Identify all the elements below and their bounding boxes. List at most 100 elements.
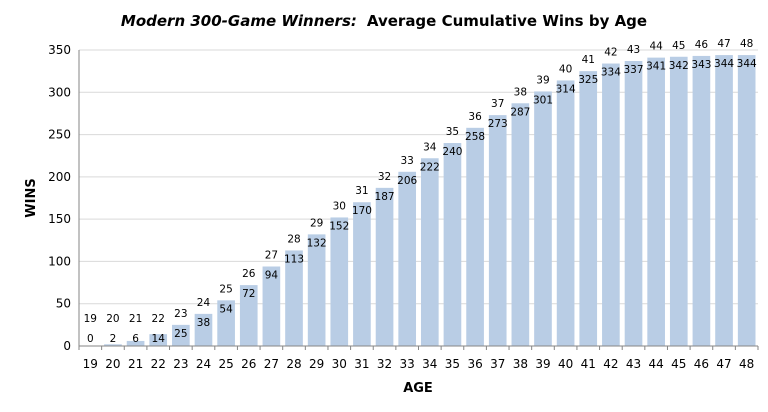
bar <box>737 55 756 347</box>
x-tick-label: 42 <box>603 357 618 371</box>
x-tick-label: 23 <box>173 357 188 371</box>
bar-category-label: 45 <box>672 40 685 52</box>
bar <box>602 63 620 346</box>
bar <box>172 324 190 346</box>
y-tick-label: 300 <box>48 85 71 99</box>
bar <box>466 127 484 346</box>
bar-category-label: 33 <box>400 155 413 167</box>
chart-title: Modern 300-Game Winners: Average Cumulati… <box>121 12 647 30</box>
bar-value-label: 132 <box>307 237 327 249</box>
bar-value-label: 6 <box>132 333 139 345</box>
bar-value-label: 301 <box>533 94 553 106</box>
bar-category-label: 44 <box>649 41 663 53</box>
bar-value-label: 314 <box>556 83 576 95</box>
bar-value-label: 25 <box>174 328 187 340</box>
x-tick-label: 40 <box>558 357 573 371</box>
bar <box>149 334 168 346</box>
bar <box>692 55 711 347</box>
bar-value-label: 240 <box>442 146 462 158</box>
bar <box>104 344 122 346</box>
bar <box>307 234 326 346</box>
bar-category-label: 28 <box>287 233 300 245</box>
bar <box>488 115 507 347</box>
bar-category-label: 48 <box>740 38 753 50</box>
bar <box>330 217 349 346</box>
x-tick-label: 25 <box>218 357 233 371</box>
bar-category-label: 35 <box>446 126 459 138</box>
bar-category-label: 22 <box>152 313 165 325</box>
bar-category-label: 43 <box>627 44 640 56</box>
y-tick-label: 50 <box>56 297 71 311</box>
x-tick-label: 24 <box>196 357 211 371</box>
bar-category-label: 38 <box>514 86 527 98</box>
bar <box>375 187 394 346</box>
bar-category-label: 24 <box>197 297 211 309</box>
x-tick-label: 37 <box>490 357 505 371</box>
y-tick-label: 0 <box>63 339 71 353</box>
x-tick-label: 32 <box>377 357 392 371</box>
bar-category-label: 46 <box>695 39 709 51</box>
bar-category-label: 39 <box>536 74 549 86</box>
chart-title-italic: Modern 300-Game Winners: <box>121 12 357 30</box>
bar <box>715 55 733 347</box>
x-tick-label: 19 <box>83 357 98 371</box>
y-axis-title: WINS <box>24 178 39 217</box>
bar-value-label: 325 <box>578 74 598 86</box>
bar-category-label: 34 <box>423 141 437 153</box>
x-tick-label: 27 <box>264 357 279 371</box>
bar <box>239 285 258 346</box>
bar <box>285 250 303 346</box>
x-tick-label: 34 <box>422 357 437 371</box>
bar-category-label: 37 <box>491 98 504 110</box>
bar-value-label: 344 <box>737 58 757 70</box>
x-tick-label: 44 <box>649 357 664 371</box>
bar <box>217 300 235 346</box>
bar <box>669 56 688 346</box>
bar <box>624 60 643 346</box>
bar-value-label: 344 <box>714 58 734 70</box>
x-tick-label: 43 <box>626 357 641 371</box>
x-tick-label: 20 <box>105 357 120 371</box>
bar-category-label: 23 <box>174 308 187 320</box>
x-tick-label: 39 <box>535 357 550 371</box>
gridlines <box>79 49 758 305</box>
x-tick-label: 31 <box>354 357 369 371</box>
bar-value-label: 222 <box>420 161 440 173</box>
bar-value-label: 113 <box>284 253 304 265</box>
bar <box>398 171 417 346</box>
x-tick-label: 36 <box>467 357 482 371</box>
bar <box>511 103 530 346</box>
y-tick-label: 350 <box>48 43 71 57</box>
y-tick-label: 150 <box>48 212 71 226</box>
bar-category-label: 40 <box>559 63 572 75</box>
x-tick-label: 48 <box>739 357 754 371</box>
bar <box>556 80 575 347</box>
bar-category-label: 19 <box>84 313 97 325</box>
x-tick-label: 21 <box>128 357 143 371</box>
bar <box>443 143 462 346</box>
y-tick-label: 100 <box>48 254 71 268</box>
x-axis-title: AGE <box>403 381 433 396</box>
x-axis-ticks: 19 20 21 22 23 24 25 26 27 28 29 30 31 32 33 34 35 36 37 38… <box>78 346 759 371</box>
x-tick-label: 26 <box>241 357 256 371</box>
x-tick-label: 46 <box>694 357 709 371</box>
chart-title-rest: Average Cumulative Wins by Age <box>367 12 647 30</box>
bar-value-label: 14 <box>152 333 166 345</box>
x-tick-label: 41 <box>581 357 596 371</box>
bar-value-label: 258 <box>465 131 485 143</box>
bars <box>81 55 756 347</box>
bar-value-label: 341 <box>646 61 666 73</box>
bar-value-label: 2 <box>110 333 117 345</box>
bar-category-label: 41 <box>582 54 595 66</box>
bar <box>647 57 665 347</box>
bar-value-label: 54 <box>219 303 233 315</box>
x-tick-label: 29 <box>309 357 324 371</box>
y-tick-label: 200 <box>48 170 71 184</box>
x-tick-label: 35 <box>445 357 460 371</box>
bar-category-label: 42 <box>604 47 617 59</box>
bar-category-label: 26 <box>242 268 256 280</box>
bar-value-label: 152 <box>329 220 349 232</box>
x-tick-label: 47 <box>716 357 731 371</box>
data-labels: 19 0 20 2 21 6 22 14 23 25 24 38 25 54 26 72 27 94 28 113 29… <box>84 38 757 345</box>
